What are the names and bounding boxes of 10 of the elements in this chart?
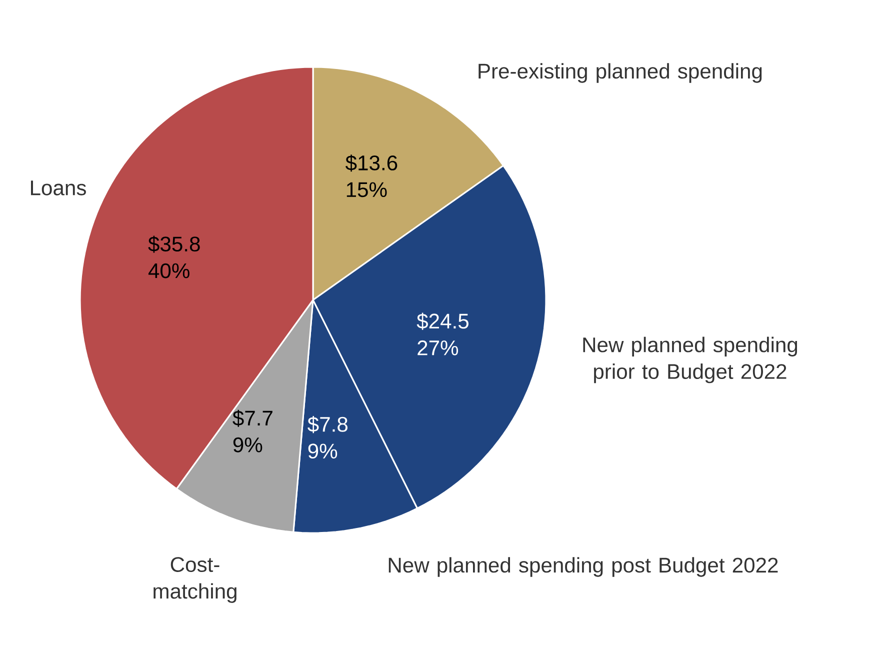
slice-label: New planned spending prior to Budget 2022 — [583, 336, 798, 384]
data-label: $13.6 15% — [346, 154, 398, 198]
slice-label: Loans — [30, 180, 86, 196]
data-label: $24.5 27% — [416, 312, 468, 356]
data-label: $35.8 40% — [148, 236, 200, 278]
slice-label: Pre-existing planned spending — [478, 63, 762, 83]
slice-label: Cost-matching — [154, 557, 236, 603]
data-label: $7.8 9% — [308, 416, 348, 459]
slice-label: New planned spending post Budget 2022 — [388, 557, 778, 577]
data-label: $7.7 9% — [232, 410, 272, 452]
